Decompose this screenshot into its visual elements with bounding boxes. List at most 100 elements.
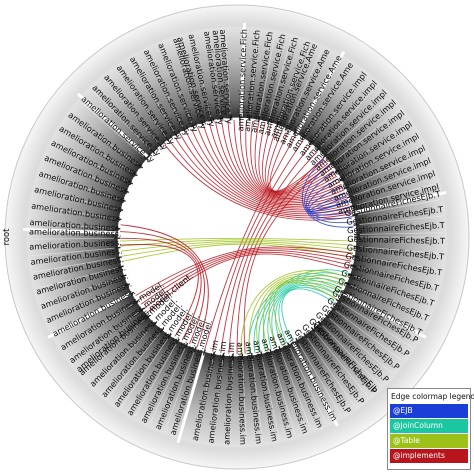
node-tick: [310, 326, 316, 333]
node-tick: [202, 349, 206, 356]
node-tick: [138, 307, 145, 313]
node-tick: [117, 208, 124, 211]
node-band: [145, 51, 184, 128]
edge-colormap-legend: Edge colormap legend @EJB @JoinColumn @T…: [387, 388, 474, 470]
node-tick: [145, 314, 151, 320]
node-tick: [115, 256, 122, 259]
node-tick: [212, 351, 215, 358]
edge-implements: [236, 157, 324, 355]
node-band: [208, 32, 221, 117]
node-band: [242, 358, 247, 443]
edge-joincolumn: [253, 272, 348, 353]
edge-ejb: [310, 196, 349, 213]
node-labels: amelioration.service.Fichamelioration.se…: [1, 29, 446, 445]
node-band: [321, 324, 381, 386]
node-tick: [330, 306, 336, 312]
node-tick: [209, 116, 213, 123]
node-band: [80, 102, 145, 158]
node-band: [53, 143, 129, 182]
node-tick: [278, 345, 282, 353]
group-separator: [239, 23, 246, 118]
node-band: [261, 356, 280, 439]
node-tick: [339, 177, 346, 182]
legend-item-table: @Table: [390, 434, 468, 448]
legend-item-implements: @implements: [390, 449, 468, 463]
node-band: [37, 266, 119, 289]
node-band: [48, 285, 126, 320]
node-band: [338, 123, 410, 171]
node-band: [358, 232, 443, 235]
node-band: [70, 115, 139, 166]
legend-label-joincolumn: @JoinColumn: [393, 421, 443, 430]
node-tick: [143, 156, 149, 162]
node-band: [134, 342, 178, 417]
node-band: [277, 43, 308, 123]
node-band: [287, 49, 323, 127]
dependency-edges: [120, 120, 354, 355]
edge-table: [268, 280, 339, 348]
edge-implements: [233, 120, 341, 199]
node-tick: [182, 126, 186, 133]
node-band: [104, 78, 159, 144]
node-band: [160, 45, 193, 124]
node-band: [192, 35, 212, 118]
edge-table: [122, 243, 353, 262]
legend-label-implements: @implements: [393, 451, 445, 460]
edge-implements: [164, 144, 353, 221]
node-tick: [352, 255, 359, 258]
node-band: [340, 301, 412, 348]
node-tick: [124, 283, 131, 287]
node-label: amelioration.business.im: [235, 342, 248, 445]
node-tick: [335, 298, 342, 304]
group-separators: [23, 23, 447, 444]
node-tick: [191, 122, 195, 129]
node-band: [312, 74, 365, 142]
inner-disc: [117, 117, 357, 357]
node-band: [40, 173, 121, 201]
edge-implements: [197, 126, 348, 209]
edge-implements: [264, 126, 329, 193]
edge-implements: [135, 246, 353, 296]
node-tick: [353, 223, 360, 226]
node-tick: [151, 321, 158, 327]
legend-item-ejb: @EJB: [390, 404, 468, 418]
node-band: [271, 353, 296, 435]
node-tick: [284, 124, 289, 131]
edge-table: [240, 269, 348, 354]
node-tick: [346, 195, 354, 199]
node-band: [33, 205, 117, 220]
node-band: [225, 31, 231, 116]
node-tick: [222, 353, 225, 360]
edge-joincolumn: [275, 284, 339, 346]
node-band: [95, 325, 154, 387]
group-separator: [292, 342, 339, 427]
node-tick: [250, 352, 254, 360]
node-tick: [175, 338, 180, 345]
node-band: [92, 90, 152, 151]
node-band: [164, 351, 195, 431]
node-tick: [157, 142, 163, 148]
node-tick: [131, 171, 138, 177]
node-band: [131, 59, 175, 133]
edge-implements: [258, 123, 333, 194]
node-band: [298, 342, 341, 416]
node-band: [295, 56, 338, 131]
group-separator: [176, 351, 206, 444]
edge-table: [121, 242, 353, 257]
node-tick: [334, 168, 341, 174]
edge-implements: [269, 131, 325, 192]
node-band: [356, 199, 440, 216]
node-band: [33, 257, 117, 273]
node-tick: [275, 121, 280, 128]
node-tick: [123, 189, 130, 194]
node-band: [120, 337, 169, 408]
node-band: [31, 222, 116, 229]
edge-implements: [120, 231, 205, 345]
legend-title: Edge colormap legend: [391, 392, 474, 401]
edge-joincolumn: [271, 282, 341, 348]
node-band: [229, 358, 234, 443]
node-label: amelioration.business.: [29, 237, 122, 252]
node-band: [358, 215, 442, 226]
edge-joincolumn: [248, 269, 349, 354]
node-band: [280, 350, 312, 430]
